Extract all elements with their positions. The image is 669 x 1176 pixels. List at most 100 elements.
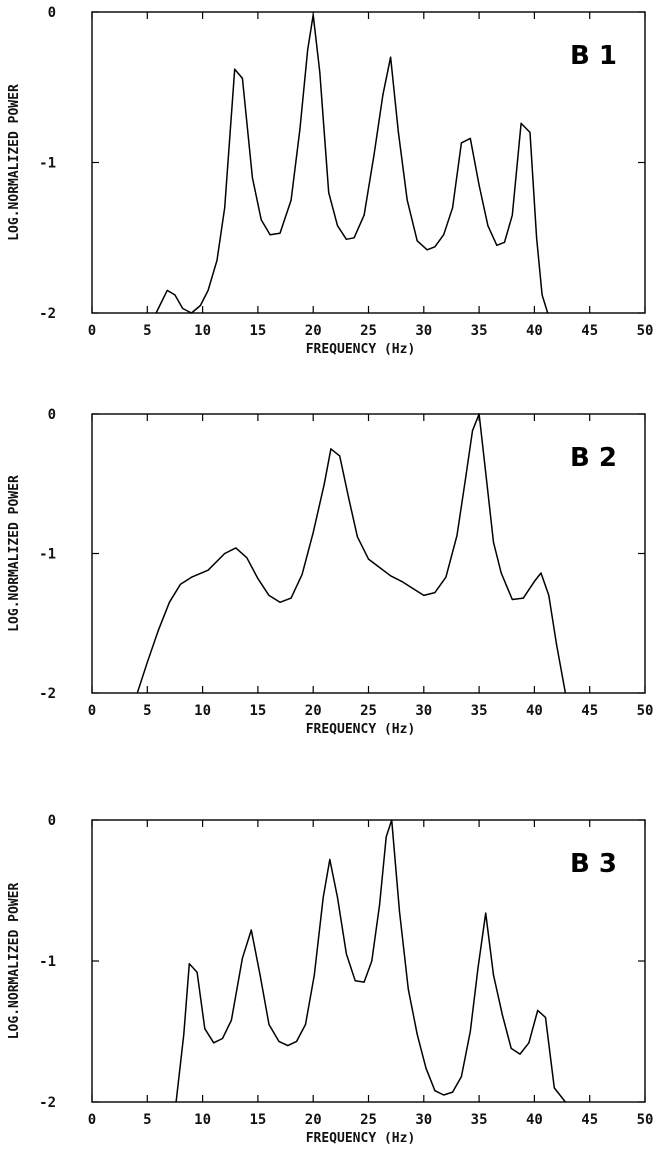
data-point bbox=[179, 583, 182, 585]
data-point bbox=[519, 1053, 521, 1055]
data-point bbox=[224, 207, 226, 209]
x-tick-label: 40 bbox=[526, 1112, 543, 1128]
data-point bbox=[296, 1040, 298, 1042]
data-point bbox=[553, 1087, 555, 1089]
data-point bbox=[301, 573, 303, 576]
data-point bbox=[426, 249, 428, 251]
data-point bbox=[322, 896, 324, 899]
x-tick-label: 45 bbox=[581, 323, 598, 339]
data-point bbox=[412, 587, 414, 589]
data-point bbox=[501, 1013, 503, 1016]
y-tick-label: -2 bbox=[39, 1095, 56, 1111]
data-point bbox=[329, 858, 331, 861]
panel-b3: 0 5 10 15 20 25 30 35 40 45 50 0 -1 -2 FREQUENCY (Hz) L… bbox=[7, 813, 653, 1146]
data-point bbox=[257, 578, 259, 580]
y-tick-label: 0 bbox=[48, 5, 56, 21]
data-point bbox=[485, 471, 487, 474]
data-point bbox=[492, 541, 495, 543]
data-point bbox=[471, 430, 474, 432]
x-tick-label: 0 bbox=[88, 323, 96, 339]
data-point bbox=[451, 207, 454, 209]
spectrum-line bbox=[155, 14, 549, 314]
data-point bbox=[356, 536, 359, 538]
data-point bbox=[547, 312, 549, 314]
data-point bbox=[445, 576, 447, 578]
data-point bbox=[401, 580, 403, 583]
x-tick-label: 10 bbox=[194, 703, 211, 719]
data-point bbox=[492, 974, 495, 976]
data-point bbox=[250, 929, 252, 931]
data-point bbox=[423, 594, 425, 596]
data-point bbox=[174, 294, 176, 296]
data-point bbox=[391, 819, 393, 821]
y-tick-label: 0 bbox=[48, 813, 56, 829]
data-point bbox=[304, 1023, 307, 1026]
data-point bbox=[478, 184, 480, 186]
x-tick-label: 45 bbox=[581, 703, 598, 719]
data-point bbox=[363, 214, 365, 216]
data-point bbox=[434, 1090, 436, 1092]
data-point bbox=[146, 661, 148, 663]
data-point bbox=[385, 836, 387, 838]
data-point bbox=[511, 214, 513, 216]
data-point bbox=[536, 237, 538, 239]
data-point bbox=[182, 307, 184, 310]
data-point bbox=[196, 971, 198, 973]
data-point bbox=[465, 476, 467, 478]
data-point bbox=[416, 1033, 418, 1035]
data-point bbox=[155, 312, 157, 314]
data-point bbox=[287, 1045, 289, 1047]
panel-label: B 3 bbox=[570, 849, 617, 879]
data-point bbox=[416, 240, 418, 242]
y-axis-title: LOG.NORMALIZED POWER bbox=[7, 84, 22, 241]
x-tick-label: 25 bbox=[360, 323, 377, 339]
x-tick-label: 40 bbox=[526, 323, 543, 339]
data-point bbox=[487, 225, 489, 227]
data-point bbox=[328, 192, 330, 194]
y-axis-title: LOG.NORMALIZED POWER bbox=[7, 475, 22, 632]
spectrum-line bbox=[175, 819, 566, 1103]
data-point bbox=[136, 692, 138, 694]
data-point bbox=[312, 14, 314, 16]
x-tick-label: 10 bbox=[194, 323, 211, 339]
data-point bbox=[224, 552, 226, 555]
data-point bbox=[378, 904, 381, 906]
x-tick-label: 10 bbox=[194, 1112, 211, 1128]
data-point bbox=[199, 304, 201, 307]
x-tick-label: 25 bbox=[360, 1112, 377, 1128]
data-point bbox=[390, 56, 392, 58]
data-point bbox=[290, 597, 292, 599]
data-point bbox=[548, 594, 550, 596]
data-point bbox=[382, 94, 384, 96]
data-point bbox=[241, 957, 244, 959]
data-point bbox=[406, 199, 408, 201]
data-point bbox=[477, 967, 479, 969]
y-tick-label: -1 bbox=[39, 547, 56, 563]
data-point bbox=[279, 232, 281, 234]
data-point bbox=[443, 234, 445, 236]
data-point bbox=[367, 558, 370, 560]
data-point bbox=[555, 643, 558, 645]
data-point bbox=[190, 312, 193, 314]
panel-label: B 2 bbox=[570, 443, 617, 473]
data-point bbox=[443, 1094, 445, 1096]
x-tick-label: 20 bbox=[305, 1112, 322, 1128]
x-tick-label: 45 bbox=[581, 1112, 598, 1128]
y-tick-label: -2 bbox=[39, 686, 56, 702]
data-point bbox=[175, 1101, 177, 1103]
data-point bbox=[251, 176, 253, 179]
x-tick-label: 15 bbox=[249, 703, 266, 719]
data-point bbox=[425, 1067, 427, 1069]
data-point bbox=[533, 580, 536, 583]
data-point bbox=[397, 131, 399, 133]
x-tick-label: 15 bbox=[249, 323, 266, 339]
x-tick-label: 5 bbox=[143, 1112, 151, 1128]
data-point bbox=[520, 122, 522, 124]
x-axis-title: FREQUENCY (Hz) bbox=[306, 722, 416, 737]
x-tick-label: 25 bbox=[360, 703, 377, 719]
data-point bbox=[230, 1019, 232, 1021]
data-point bbox=[528, 1042, 530, 1044]
data-point bbox=[312, 531, 314, 534]
panel-b2: 0 5 10 15 20 25 30 35 40 45 50 0 -1 -2 FREQUENCY (Hz) L… bbox=[7, 407, 653, 737]
